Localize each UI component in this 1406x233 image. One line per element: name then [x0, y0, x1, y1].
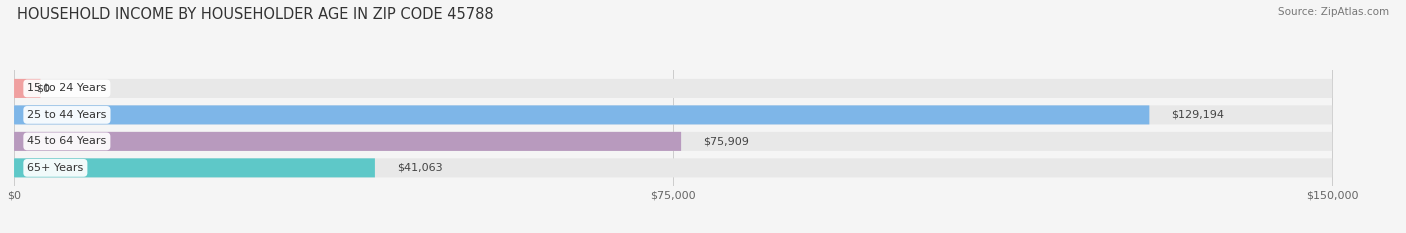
FancyBboxPatch shape — [14, 158, 1333, 177]
FancyBboxPatch shape — [14, 105, 1149, 124]
Text: 45 to 64 Years: 45 to 64 Years — [27, 136, 107, 146]
FancyBboxPatch shape — [14, 132, 1333, 151]
FancyBboxPatch shape — [14, 105, 1333, 124]
Text: $75,909: $75,909 — [703, 136, 749, 146]
FancyBboxPatch shape — [14, 79, 1333, 98]
Text: $0: $0 — [37, 83, 51, 93]
Text: 65+ Years: 65+ Years — [27, 163, 83, 173]
Text: 15 to 24 Years: 15 to 24 Years — [27, 83, 107, 93]
FancyBboxPatch shape — [14, 79, 41, 98]
FancyBboxPatch shape — [14, 158, 375, 177]
FancyBboxPatch shape — [14, 132, 681, 151]
Text: HOUSEHOLD INCOME BY HOUSEHOLDER AGE IN ZIP CODE 45788: HOUSEHOLD INCOME BY HOUSEHOLDER AGE IN Z… — [17, 7, 494, 22]
Text: $41,063: $41,063 — [396, 163, 443, 173]
Text: $129,194: $129,194 — [1171, 110, 1225, 120]
Text: Source: ZipAtlas.com: Source: ZipAtlas.com — [1278, 7, 1389, 17]
Text: 25 to 44 Years: 25 to 44 Years — [27, 110, 107, 120]
